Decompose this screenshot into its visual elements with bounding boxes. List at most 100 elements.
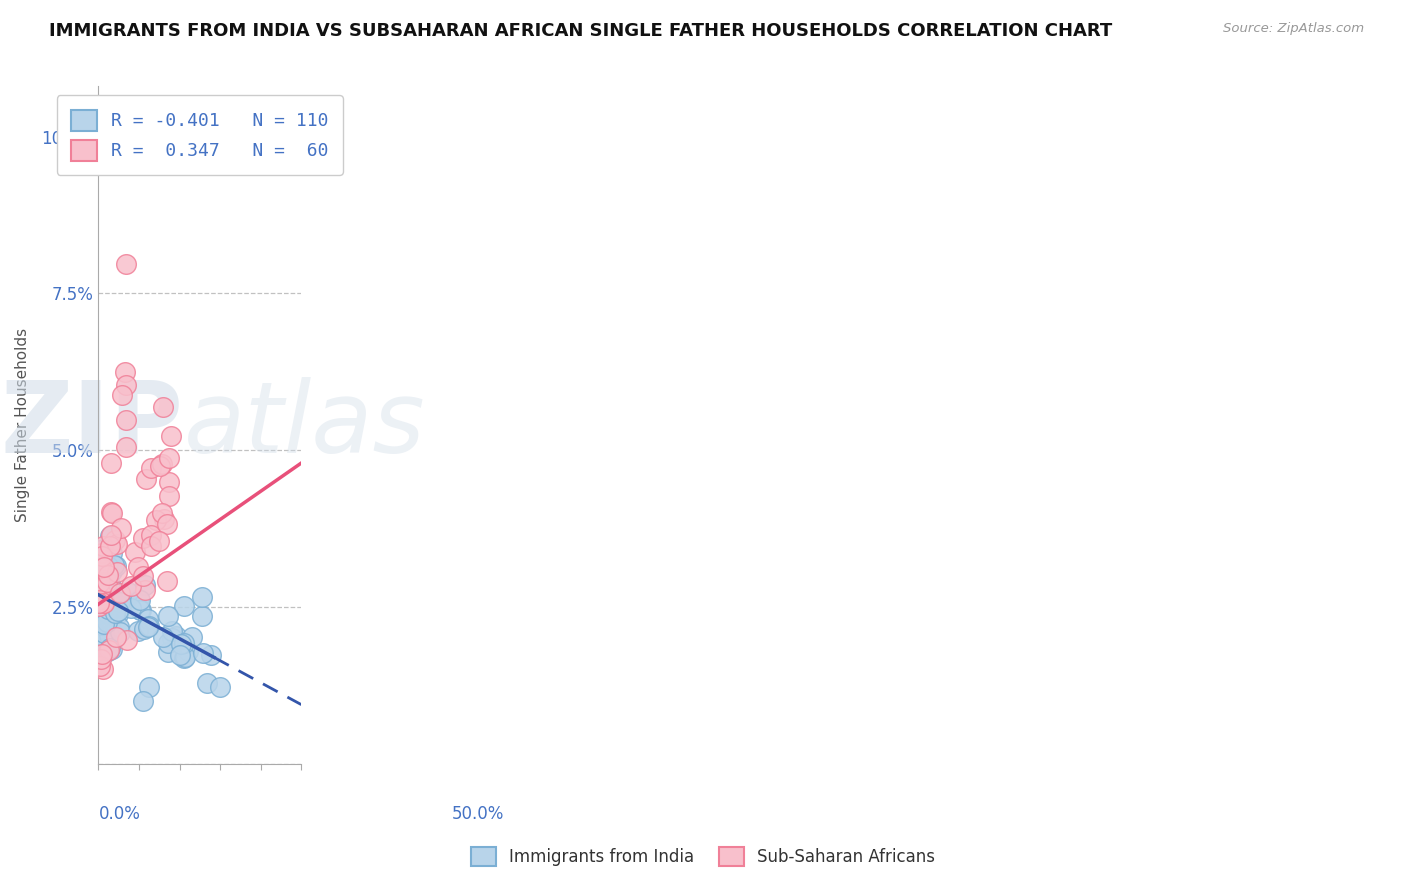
Point [91,662,114,676]
Point [104,630,127,644]
Point [131,603,153,617]
Point [190,608,212,623]
Point [104,606,127,620]
Point [115,440,138,454]
Point [94,606,117,620]
Point [149,459,172,474]
Point [93,590,115,604]
Point [101,592,124,607]
Point [110,592,132,607]
Point [97,568,120,582]
Point [107,604,129,618]
Point [173,599,195,613]
Point [139,460,162,475]
Point [100,505,122,519]
Point [157,645,180,659]
Point [162,631,184,645]
Point [152,631,174,645]
Point [94,592,117,607]
Point [111,388,134,402]
Legend: R = -0.401   N = 110, R =  0.347   N =  60: R = -0.401 N = 110, R = 0.347 N = 60 [56,95,343,175]
Point [97,599,120,613]
Point [100,622,122,636]
Point [97,607,120,621]
Point [91,549,114,564]
Point [174,650,197,665]
Point [128,592,150,607]
Point [89,577,111,591]
Point [115,633,138,648]
Point [91,582,114,597]
Point [90,572,112,586]
Point [160,428,183,442]
Point [191,591,214,605]
Point [165,629,187,643]
Point [91,585,114,599]
Point [120,579,142,593]
Point [129,603,152,617]
Text: atlas: atlas [184,376,425,474]
Point [93,599,115,614]
Point [97,600,120,615]
Point [93,578,115,592]
Point [134,622,156,636]
Point [120,600,142,615]
Point [136,620,159,634]
Point [89,593,111,607]
Point [94,559,117,574]
Point [159,450,181,465]
Point [93,594,115,608]
Point [90,572,112,586]
Point [100,579,122,593]
Point [152,401,174,415]
Point [89,543,111,558]
Point [93,626,115,640]
Point [159,475,181,490]
Point [96,606,118,620]
Point [90,652,112,666]
Point [96,589,118,603]
Point [135,473,157,487]
Point [98,598,121,612]
Point [152,512,174,526]
Point [93,640,115,655]
Point [91,549,114,563]
Point [103,558,125,572]
Point [89,574,111,589]
Point [100,456,122,470]
Point [114,365,136,379]
Point [100,602,122,616]
Point [101,564,124,578]
Point [87,596,110,610]
Point [90,586,112,600]
Text: 0.0%: 0.0% [98,805,141,823]
Point [169,648,191,663]
Point [91,583,114,598]
Point [148,534,170,549]
Point [91,604,114,618]
Point [96,566,118,581]
Point [96,585,118,599]
Point [110,586,132,600]
Point [91,587,114,601]
Point [181,630,204,644]
Point [208,680,231,694]
Point [157,489,180,503]
Point [90,624,112,638]
Point [105,598,128,612]
Point [94,583,117,598]
Point [195,675,218,690]
Point [104,533,127,548]
Point [162,624,184,639]
Point [89,659,111,673]
Point [134,578,156,592]
Point [91,588,114,602]
Point [141,539,163,553]
Legend: Immigrants from India, Sub-Saharan Africans: Immigrants from India, Sub-Saharan Afric… [463,838,943,875]
Point [97,602,120,616]
Point [89,607,111,622]
Point [176,644,198,658]
Point [114,413,136,427]
Text: 50.0%: 50.0% [451,805,505,823]
Text: ZIP: ZIP [1,376,184,474]
